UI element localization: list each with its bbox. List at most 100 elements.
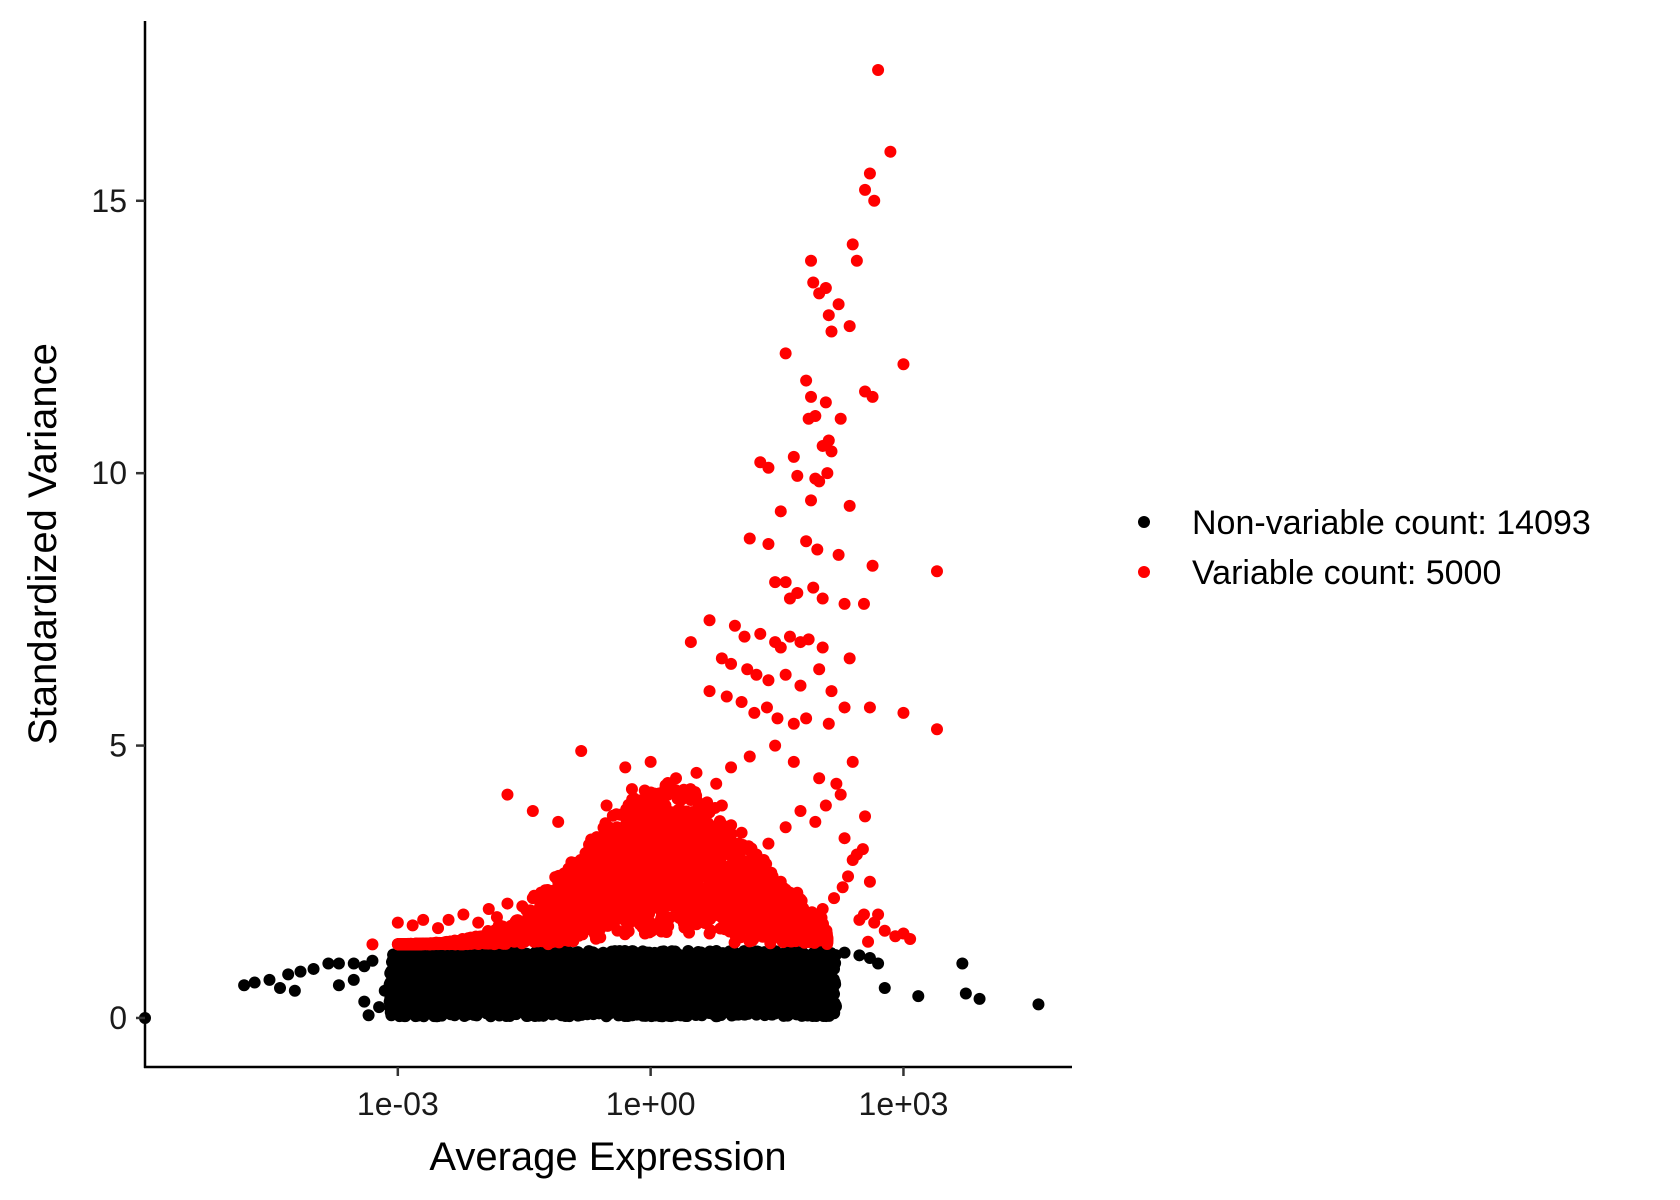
data-point	[801, 1009, 814, 1022]
data-point	[810, 1001, 823, 1014]
data-point	[282, 968, 295, 981]
data-point	[825, 1006, 838, 1019]
data-point	[493, 1005, 506, 1018]
data-point	[644, 968, 657, 981]
data-point	[761, 969, 774, 982]
data-point	[705, 974, 718, 987]
data-point	[248, 976, 261, 989]
data-point	[647, 981, 660, 994]
data-point	[586, 961, 599, 974]
data-point	[639, 1009, 652, 1022]
data-point	[781, 980, 794, 993]
data-point	[464, 987, 477, 1000]
data-point	[332, 979, 345, 992]
data-point	[436, 966, 449, 979]
data-point	[697, 1005, 710, 1018]
data-point	[685, 1006, 698, 1019]
data-point	[648, 949, 661, 962]
data-point	[347, 957, 360, 970]
data-point	[500, 993, 513, 1006]
data-point	[814, 970, 827, 983]
data-point	[824, 996, 837, 1009]
data-point	[238, 979, 251, 992]
data-point	[517, 965, 530, 978]
data-point	[674, 967, 687, 980]
data-point	[395, 951, 408, 964]
data-point	[407, 950, 420, 963]
data-point	[539, 968, 552, 981]
data-point	[537, 1005, 550, 1018]
data-point	[691, 967, 704, 980]
data-point	[689, 987, 702, 1000]
data-point	[427, 953, 440, 966]
data-point	[563, 970, 576, 983]
data-point	[383, 995, 396, 1008]
data-point	[878, 982, 891, 995]
data-point	[597, 956, 610, 969]
data-point	[716, 985, 729, 998]
data-point	[626, 1006, 639, 1019]
data-point	[912, 990, 925, 1003]
data-point	[508, 983, 521, 996]
data-point	[532, 949, 545, 962]
data-point	[820, 984, 833, 997]
data-point	[366, 954, 379, 967]
data-point	[714, 960, 727, 973]
data-point	[671, 948, 684, 961]
data-point	[799, 965, 812, 978]
data-point	[496, 948, 509, 961]
data-point	[514, 997, 527, 1010]
data-point	[773, 965, 786, 978]
data-point	[378, 984, 391, 997]
data-point	[494, 963, 507, 976]
data-point	[742, 963, 755, 976]
data-point	[973, 992, 986, 1005]
data-point	[633, 991, 646, 1004]
data-point	[391, 1006, 404, 1019]
data-point	[523, 1007, 536, 1020]
data-point	[548, 959, 561, 972]
data-point	[838, 946, 851, 959]
data-point	[429, 1001, 442, 1014]
data-point	[572, 947, 585, 960]
data-point	[781, 1009, 794, 1022]
data-point	[358, 995, 371, 1008]
points-layer	[139, 64, 1045, 1024]
data-point	[475, 985, 488, 998]
data-point	[735, 1006, 748, 1019]
data-point	[795, 996, 808, 1009]
data-point	[674, 988, 687, 1001]
data-point	[347, 973, 360, 986]
data-point	[543, 979, 556, 992]
data-point	[362, 1009, 375, 1022]
data-point	[751, 945, 764, 958]
data-point	[373, 1001, 386, 1014]
data-point	[703, 984, 716, 997]
data-point	[437, 988, 450, 1001]
data-point	[478, 1001, 491, 1014]
data-point	[753, 988, 766, 1001]
data-point	[322, 957, 335, 970]
data-point	[332, 957, 345, 970]
data-point	[611, 979, 624, 992]
data-point	[612, 961, 625, 974]
data-point	[494, 975, 507, 988]
data-point	[454, 949, 467, 962]
data-point	[549, 1004, 562, 1017]
data-point	[732, 965, 745, 978]
data-point	[664, 999, 677, 1012]
series-non-variable	[139, 944, 1045, 1024]
data-point	[274, 982, 287, 995]
data-point	[307, 962, 320, 975]
data-point	[288, 984, 301, 997]
data-point	[853, 949, 866, 962]
data-point	[773, 992, 786, 1005]
data-point	[632, 977, 645, 990]
data-point	[959, 987, 972, 1000]
data-point	[404, 980, 417, 993]
data-point	[872, 957, 885, 970]
series-variable	[366, 64, 943, 951]
data-point	[581, 985, 594, 998]
data-point	[628, 948, 641, 961]
